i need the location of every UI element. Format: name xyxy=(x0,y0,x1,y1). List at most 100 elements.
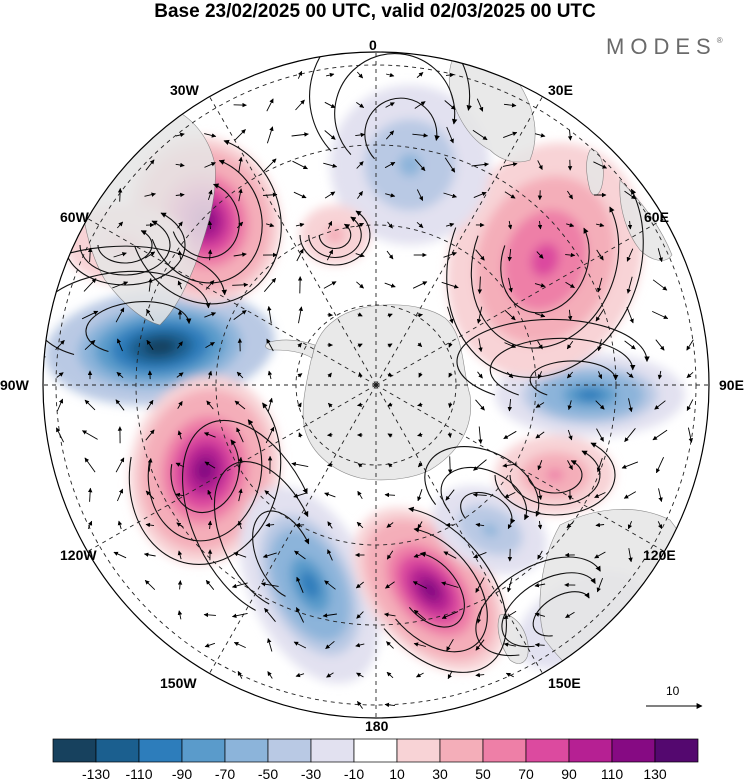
wind-arrow-73 xyxy=(387,221,393,229)
wind-arrow-265 xyxy=(537,490,543,501)
longitude-label: 120W xyxy=(60,547,97,563)
reference-vector-arrow xyxy=(646,703,703,709)
brand-logo: MODES® xyxy=(606,34,723,60)
wind-arrow-185 xyxy=(686,371,694,379)
wind-arrow-3 xyxy=(385,72,395,78)
wind-arrow-26 xyxy=(472,129,488,141)
wind-arrow-242 xyxy=(447,456,453,475)
wind-arrow-77 xyxy=(507,220,513,230)
anomaly-positive-8 xyxy=(446,142,644,378)
wind-arrow-144 xyxy=(116,338,123,352)
wind-arrow-134 xyxy=(447,306,454,324)
streamline-8-2 xyxy=(446,188,644,378)
wind-arrow-0 xyxy=(297,70,303,79)
wind-arrow-179 xyxy=(506,371,514,379)
streamline-3-0 xyxy=(252,510,310,597)
wind-arrow-52 xyxy=(293,191,307,199)
streamline-5-2 xyxy=(424,446,541,517)
brand-registered-mark: ® xyxy=(716,36,723,45)
wind-arrow-228 xyxy=(652,429,668,441)
wind-arrow-176 xyxy=(418,372,423,378)
wind-arrow-323 xyxy=(596,577,604,593)
wind-arrow-96 xyxy=(507,248,513,262)
wind-arrow-247 xyxy=(596,457,603,473)
colorbar-swatch-13 xyxy=(611,738,656,763)
longitude-label: 60W xyxy=(60,209,89,225)
wind-arrow-271 xyxy=(117,520,123,530)
streamline-4-1 xyxy=(395,527,488,653)
wind-arrow-4 xyxy=(416,72,424,78)
wind-arrow-337 xyxy=(565,611,575,619)
streamline-3-1 xyxy=(213,461,309,605)
streamline-5-0 xyxy=(460,491,516,525)
wind-arrow-30 xyxy=(145,159,155,171)
wind-arrow-270 xyxy=(87,520,93,529)
streamline-group-2 xyxy=(128,402,282,565)
wind-arrow-239 xyxy=(357,463,363,468)
wind-arrow-119 xyxy=(596,277,603,293)
streamline-1-1 xyxy=(151,159,263,284)
wind-arrow-80 xyxy=(595,222,605,228)
wind-arrow-335 xyxy=(503,610,517,620)
wind-arrow-328 xyxy=(295,607,305,623)
wind-arrow-58 xyxy=(473,191,487,199)
wind-arrow-25 xyxy=(446,126,454,144)
streamline-10-1 xyxy=(308,216,362,259)
colorbar-swatch-7 xyxy=(353,738,398,763)
colorbar-tick-label: 50 xyxy=(475,766,491,782)
wind-arrow-133 xyxy=(417,313,423,318)
wind-arrow-238 xyxy=(327,462,333,467)
wind-arrow-222 xyxy=(478,426,483,444)
wind-arrow-71 xyxy=(327,220,333,229)
wind-arrow-160 xyxy=(597,339,602,352)
wind-arrow-10 xyxy=(356,102,365,108)
wind-arrow-280 xyxy=(386,522,394,528)
wind-arrow-212 xyxy=(177,430,183,440)
wind-arrow-22 xyxy=(355,132,366,138)
wind-arrow-47 xyxy=(144,192,156,197)
wind-arrow-299 xyxy=(386,550,394,560)
wind-arrow-360 xyxy=(357,701,363,709)
wind-arrow-260 xyxy=(384,492,396,498)
wind-arrow-254 xyxy=(207,489,213,500)
wind-arrow-300 xyxy=(413,552,427,558)
wind-arrow-143 xyxy=(84,339,96,351)
wind-arrow-316 xyxy=(385,581,395,589)
colorbar xyxy=(52,738,699,763)
wind-arrow-244 xyxy=(502,463,518,468)
wind-arrow-45 xyxy=(593,161,608,169)
streamline-6-0 xyxy=(527,460,583,494)
wind-arrow-231 xyxy=(115,457,125,473)
wind-arrow-21 xyxy=(324,130,336,140)
colorbar-tick-label: -10 xyxy=(343,766,365,782)
wind-arrow-295 xyxy=(262,552,277,559)
wind-arrow-359 xyxy=(505,672,514,678)
wind-arrow-56 xyxy=(416,189,424,202)
wind-arrow-28 xyxy=(534,133,546,138)
antarctica-shape xyxy=(302,304,472,481)
wind-arrow-204 xyxy=(595,400,605,410)
wind-arrow-206 xyxy=(654,400,666,410)
wind-arrow-329 xyxy=(322,613,337,618)
wind-arrow-264 xyxy=(504,491,516,499)
wind-arrow-196 xyxy=(357,402,363,407)
graticule xyxy=(43,52,709,718)
colorbar-tick-label: -30 xyxy=(300,766,322,782)
wind-arrow-106 xyxy=(205,280,215,290)
wind-arrow-132 xyxy=(387,313,393,318)
wind-arrow-208 xyxy=(55,427,65,443)
colorbar-swatch-9 xyxy=(439,738,484,763)
wind-arrow-252 xyxy=(145,490,155,500)
wind-arrow-137 xyxy=(534,312,546,318)
streamline-12-0 xyxy=(532,591,590,637)
brand-name: MODES xyxy=(606,34,717,59)
wind-arrow-309 xyxy=(177,580,183,590)
wind-arrow-9 xyxy=(324,101,336,109)
wind-arrow-180 xyxy=(537,371,543,380)
wind-arrow-18 xyxy=(234,129,246,141)
wind-arrow-241 xyxy=(417,462,423,468)
wind-arrow-101 xyxy=(657,248,663,263)
wind-arrow-315 xyxy=(355,581,364,589)
wind-arrow-250 xyxy=(87,487,93,502)
